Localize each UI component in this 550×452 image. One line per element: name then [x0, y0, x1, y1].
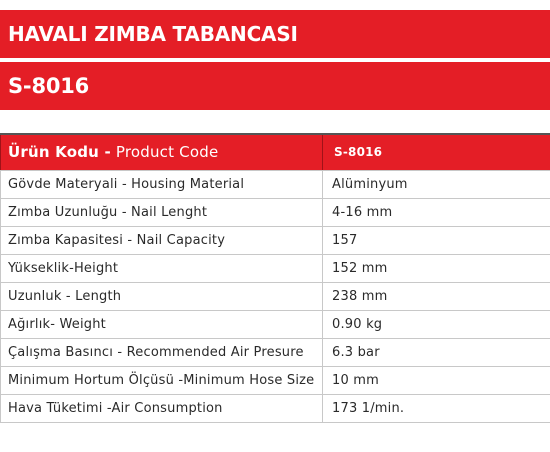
spec-label: Yükseklik-Height	[0, 253, 323, 283]
spec-value: 0.90 kg	[322, 309, 550, 339]
product-model: S-8016	[8, 74, 90, 98]
spec-value: 6.3 bar	[322, 337, 550, 367]
spec-value: 4-16 mm	[322, 197, 550, 227]
table-row: Zımba Uzunluğu - Nail Lenght 4-16 mm	[0, 197, 550, 227]
spec-table: Ürün Kodu - Product Code S-8016 Gövde Ma…	[0, 133, 550, 423]
header-label-cell: Ürün Kodu - Product Code	[0, 133, 323, 171]
spec-value: 238 mm	[322, 281, 550, 311]
product-model-banner: S-8016	[0, 62, 550, 110]
spec-label: Hava Tüketimi -Air Consumption	[0, 393, 323, 423]
spec-label: Ağırlık- Weight	[0, 309, 323, 339]
table-row: Çalışma Basıncı - Recommended Air Presur…	[0, 337, 550, 367]
table-row: Zımba Kapasitesi - Nail Capacity 157	[0, 225, 550, 255]
spec-value: 152 mm	[322, 253, 550, 283]
spec-label: Zımba Kapasitesi - Nail Capacity	[0, 225, 323, 255]
spec-value: Alüminyum	[322, 169, 550, 199]
header-label-en: Product Code	[110, 143, 219, 162]
spec-label: Uzunluk - Length	[0, 281, 323, 311]
table-row: Gövde Materyali - Housing Material Alümi…	[0, 169, 550, 199]
spec-label: Gövde Materyali - Housing Material	[0, 169, 323, 199]
spec-label: Minimum Hortum Ölçüsü -Minimum Hose Size	[0, 365, 323, 395]
table-row: Minimum Hortum Ölçüsü -Minimum Hose Size…	[0, 365, 550, 395]
spec-value: 173 1/min.	[322, 393, 550, 423]
product-title: HAVALI ZIMBA TABANCASI	[8, 22, 298, 46]
table-row: Uzunluk - Length 238 mm	[0, 281, 550, 311]
product-title-banner: HAVALI ZIMBA TABANCASI	[0, 10, 550, 58]
table-row: Ağırlık- Weight 0.90 kg	[0, 309, 550, 339]
spec-value: 157	[322, 225, 550, 255]
spec-table-header: Ürün Kodu - Product Code S-8016	[0, 133, 550, 171]
spec-label: Zımba Uzunluğu - Nail Lenght	[0, 197, 323, 227]
table-row: Hava Tüketimi -Air Consumption 173 1/min…	[0, 393, 550, 423]
header-value-cell: S-8016	[322, 133, 550, 171]
header-label-tr: Ürün Kodu -	[8, 143, 111, 162]
table-row: Yükseklik-Height 152 mm	[0, 253, 550, 283]
spec-value: 10 mm	[322, 365, 550, 395]
spec-label: Çalışma Basıncı - Recommended Air Presur…	[0, 337, 323, 367]
